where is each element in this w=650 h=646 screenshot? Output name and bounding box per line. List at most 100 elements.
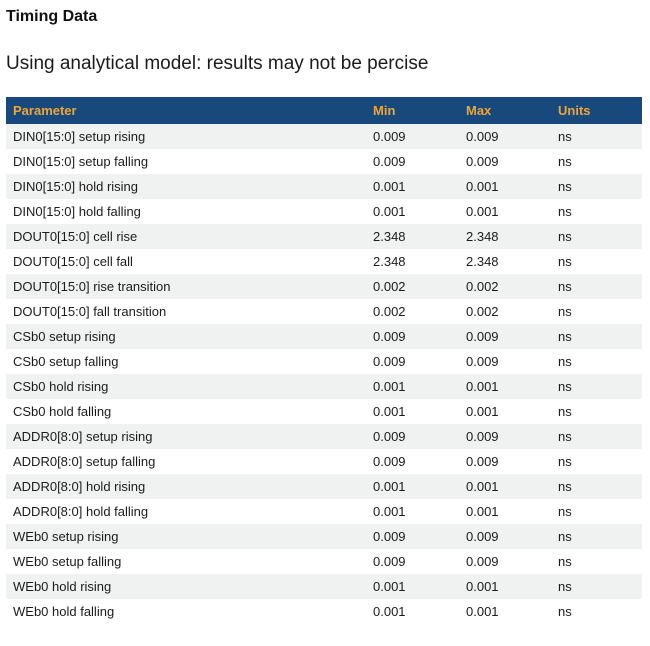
cell-parameter: DIN0[15:0] hold falling bbox=[6, 199, 366, 224]
cell-parameter: ADDR0[8:0] setup falling bbox=[6, 449, 366, 474]
table-row: DIN0[15:0] setup rising 0.009 0.009 ns bbox=[6, 124, 642, 149]
cell-parameter: DOUT0[15:0] fall transition bbox=[6, 299, 366, 324]
cell-parameter: DOUT0[15:0] rise transition bbox=[6, 274, 366, 299]
cell-min: 0.009 bbox=[366, 349, 459, 374]
cell-parameter: CSb0 hold falling bbox=[6, 399, 366, 424]
cell-units: ns bbox=[551, 449, 642, 474]
cell-min: 0.002 bbox=[366, 299, 459, 324]
cell-units: ns bbox=[551, 199, 642, 224]
table-row: CSb0 setup rising 0.009 0.009 ns bbox=[6, 324, 642, 349]
cell-parameter: ADDR0[8:0] hold falling bbox=[6, 499, 366, 524]
cell-units: ns bbox=[551, 249, 642, 274]
table-row: DOUT0[15:0] rise transition 0.002 0.002 ns bbox=[6, 274, 642, 299]
table-body: DIN0[15:0] setup rising 0.009 0.009 ns DIN0[… bbox=[6, 124, 642, 624]
cell-max: 2.348 bbox=[459, 249, 551, 274]
cell-parameter: DOUT0[15:0] cell fall bbox=[6, 249, 366, 274]
table-row: CSb0 hold falling 0.001 0.001 ns bbox=[6, 399, 642, 424]
table-row: DIN0[15:0] hold falling 0.001 0.001 ns bbox=[6, 199, 642, 224]
cell-min: 0.009 bbox=[366, 549, 459, 574]
cell-min: 0.001 bbox=[366, 174, 459, 199]
table-row: DOUT0[15:0] cell rise 2.348 2.348 ns bbox=[6, 224, 642, 249]
cell-min: 0.009 bbox=[366, 424, 459, 449]
cell-units: ns bbox=[551, 224, 642, 249]
cell-parameter: ADDR0[8:0] hold rising bbox=[6, 474, 366, 499]
table-row: ADDR0[8:0] setup rising 0.009 0.009 ns bbox=[6, 424, 642, 449]
cell-units: ns bbox=[551, 399, 642, 424]
table-row: WEb0 setup rising 0.009 0.009 ns bbox=[6, 524, 642, 549]
cell-parameter: WEb0 hold rising bbox=[6, 574, 366, 599]
cell-units: ns bbox=[551, 599, 642, 624]
page-title: Timing Data bbox=[6, 8, 98, 25]
cell-max: 0.009 bbox=[459, 324, 551, 349]
cell-max: 0.002 bbox=[459, 299, 551, 324]
cell-max: 0.009 bbox=[459, 149, 551, 174]
cell-parameter: DIN0[15:0] setup rising bbox=[6, 124, 366, 149]
cell-max: 0.009 bbox=[459, 449, 551, 474]
table-row: WEb0 setup falling 0.009 0.009 ns bbox=[6, 549, 642, 574]
cell-min: 0.001 bbox=[366, 599, 459, 624]
cell-max: 0.009 bbox=[459, 424, 551, 449]
page-subtitle: Using analytical model: results may not … bbox=[6, 53, 429, 74]
table-row: ADDR0[8:0] hold rising 0.001 0.001 ns bbox=[6, 474, 642, 499]
table-row: DIN0[15:0] hold rising 0.001 0.001 ns bbox=[6, 174, 642, 199]
cell-max: 0.002 bbox=[459, 274, 551, 299]
cell-max: 0.001 bbox=[459, 174, 551, 199]
cell-max: 2.348 bbox=[459, 224, 551, 249]
cell-min: 0.009 bbox=[366, 524, 459, 549]
cell-min: 0.001 bbox=[366, 374, 459, 399]
cell-units: ns bbox=[551, 374, 642, 399]
timing-data-table: Parameter Min Max Units DIN0[15:0] setup ri… bbox=[6, 97, 642, 624]
cell-units: ns bbox=[551, 149, 642, 174]
cell-min: 0.009 bbox=[366, 449, 459, 474]
cell-parameter: CSb0 setup falling bbox=[6, 349, 366, 374]
cell-min: 0.001 bbox=[366, 499, 459, 524]
column-header-min: Min bbox=[366, 97, 459, 124]
table-row: DOUT0[15:0] cell fall 2.348 2.348 ns bbox=[6, 249, 642, 274]
table-row: DIN0[15:0] setup falling 0.009 0.009 ns bbox=[6, 149, 642, 174]
cell-max: 0.001 bbox=[459, 574, 551, 599]
cell-units: ns bbox=[551, 524, 642, 549]
cell-max: 0.001 bbox=[459, 199, 551, 224]
cell-units: ns bbox=[551, 299, 642, 324]
cell-max: 0.009 bbox=[459, 524, 551, 549]
cell-parameter: DIN0[15:0] setup falling bbox=[6, 149, 366, 174]
cell-units: ns bbox=[551, 274, 642, 299]
cell-max: 0.001 bbox=[459, 399, 551, 424]
cell-parameter: CSb0 setup rising bbox=[6, 324, 366, 349]
cell-units: ns bbox=[551, 424, 642, 449]
cell-parameter: WEb0 setup falling bbox=[6, 549, 366, 574]
table-row: CSb0 hold rising 0.001 0.001 ns bbox=[6, 374, 642, 399]
cell-max: 0.009 bbox=[459, 549, 551, 574]
cell-parameter: WEb0 setup rising bbox=[6, 524, 366, 549]
cell-parameter: DOUT0[15:0] cell rise bbox=[6, 224, 366, 249]
cell-units: ns bbox=[551, 324, 642, 349]
cell-min: 0.001 bbox=[366, 474, 459, 499]
cell-max: 0.009 bbox=[459, 349, 551, 374]
cell-max: 0.001 bbox=[459, 599, 551, 624]
table-row: CSb0 setup falling 0.009 0.009 ns bbox=[6, 349, 642, 374]
table-row: DOUT0[15:0] fall transition 0.002 0.002 ns bbox=[6, 299, 642, 324]
cell-min: 0.009 bbox=[366, 324, 459, 349]
cell-units: ns bbox=[551, 574, 642, 599]
cell-max: 0.001 bbox=[459, 474, 551, 499]
table-header-row: Parameter Min Max Units bbox=[6, 97, 642, 124]
cell-parameter: DIN0[15:0] hold rising bbox=[6, 174, 366, 199]
cell-min: 0.001 bbox=[366, 399, 459, 424]
cell-min: 0.001 bbox=[366, 574, 459, 599]
table-row: WEb0 hold rising 0.001 0.001 ns bbox=[6, 574, 642, 599]
table-row: WEb0 hold falling 0.001 0.001 ns bbox=[6, 599, 642, 624]
cell-min: 0.002 bbox=[366, 274, 459, 299]
cell-min: 2.348 bbox=[366, 224, 459, 249]
cell-max: 0.001 bbox=[459, 374, 551, 399]
cell-units: ns bbox=[551, 174, 642, 199]
cell-units: ns bbox=[551, 474, 642, 499]
cell-units: ns bbox=[551, 124, 642, 149]
cell-units: ns bbox=[551, 499, 642, 524]
cell-max: 0.009 bbox=[459, 124, 551, 149]
cell-units: ns bbox=[551, 549, 642, 574]
cell-parameter: WEb0 hold falling bbox=[6, 599, 366, 624]
column-header-parameter: Parameter bbox=[6, 97, 366, 124]
cell-parameter: ADDR0[8:0] setup rising bbox=[6, 424, 366, 449]
cell-parameter: CSb0 hold rising bbox=[6, 374, 366, 399]
cell-units: ns bbox=[551, 349, 642, 374]
